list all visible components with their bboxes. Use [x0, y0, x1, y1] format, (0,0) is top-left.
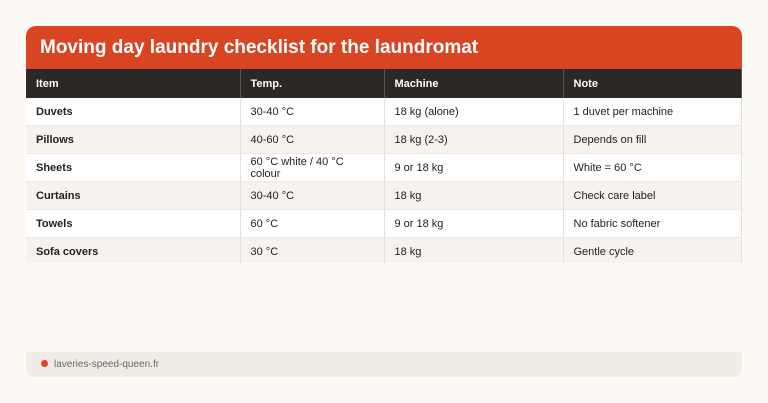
table-cell: Depends on fill	[563, 125, 742, 154]
footer: laveries-speed-queen.fr	[26, 352, 742, 377]
table-cell: Sheets	[26, 153, 241, 182]
table-cell: Duvets	[26, 98, 241, 126]
table-cell: 18 kg	[384, 237, 564, 263]
table-cell: 60 °C	[240, 209, 385, 238]
footer-site: laveries-speed-queen.fr	[54, 359, 160, 370]
table-cell: Gentle cycle	[563, 237, 742, 263]
table-row: Sofa covers 30 °C 18 kg Gentle cycle	[26, 237, 742, 263]
table-row: Curtains 30-40 °C 18 kg Check care label	[26, 181, 742, 210]
page-title: Moving day laundry checklist for the lau…	[26, 26, 742, 69]
column-header: Note	[563, 69, 742, 98]
checklist-table: Item Temp. Machine Note Duvets 30-40 °C 18 kg …	[26, 69, 742, 263]
table-cell: Check care label	[563, 181, 742, 210]
table-cell: 40-60 °C	[240, 125, 385, 154]
table-row: Duvets 30-40 °C 18 kg (alone) 1 duvet per m…	[26, 98, 742, 126]
column-header: Item	[26, 69, 241, 98]
table-cell: Pillows	[26, 125, 241, 154]
table-cell: 18 kg	[384, 181, 564, 210]
table-row: Towels 60 °C 9 or 18 kg No fabric softener	[26, 209, 742, 238]
table-cell: 60 °C white / 40 °C colour	[240, 153, 385, 182]
checklist-card: Moving day laundry checklist for the lau…	[26, 26, 742, 263]
column-header: Temp.	[240, 69, 385, 98]
table-cell: 18 kg (2-3)	[384, 125, 564, 154]
table-cell: 9 or 18 kg	[384, 209, 564, 238]
table-cell: Towels	[26, 209, 241, 238]
table-cell: 30-40 °C	[240, 181, 385, 210]
table-cell: Sofa covers	[26, 237, 241, 263]
table-cell: No fabric softener	[563, 209, 742, 238]
table-cell: 18 kg (alone)	[384, 98, 564, 126]
table-cell: 30 °C	[240, 237, 385, 263]
table-cell: 9 or 18 kg	[384, 153, 564, 182]
column-header: Machine	[384, 69, 564, 98]
table-cell: Curtains	[26, 181, 241, 210]
table-cell: 30-40 °C	[240, 98, 385, 126]
table-row: Sheets 60 °C white / 40 °C colour 9 or 18 …	[26, 153, 742, 182]
table-row: Pillows 40-60 °C 18 kg (2-3) Depends on fil…	[26, 125, 742, 154]
dot-icon	[41, 360, 48, 367]
table-cell: 1 duvet per machine	[563, 98, 742, 126]
table-cell: White = 60 °C	[563, 153, 742, 182]
